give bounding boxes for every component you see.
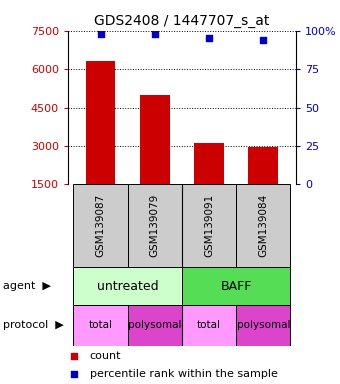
Bar [182, 305, 236, 346]
Point [71, 353, 76, 359]
Title: GDS2408 / 1447707_s_at: GDS2408 / 1447707_s_at [94, 14, 270, 28]
Text: agent  ▶: agent ▶ [3, 281, 51, 291]
Bar [182, 267, 290, 305]
Text: polysomal: polysomal [128, 320, 182, 331]
Text: GSM139079: GSM139079 [150, 194, 160, 257]
Bar [140, 95, 170, 184]
Text: GSM139091: GSM139091 [204, 194, 214, 257]
Text: protocol  ▶: protocol ▶ [3, 320, 64, 331]
Bar [236, 184, 290, 267]
Text: total: total [88, 320, 113, 331]
Bar [182, 184, 236, 267]
Bar [73, 267, 182, 305]
Text: GSM139087: GSM139087 [96, 194, 105, 257]
Bar [128, 184, 182, 267]
Point [98, 31, 103, 37]
Point [206, 35, 212, 41]
Text: untreated: untreated [97, 280, 158, 293]
Bar [73, 305, 128, 346]
Point [71, 371, 76, 377]
Text: count: count [90, 351, 121, 361]
Point [152, 31, 157, 37]
Point [260, 37, 266, 43]
Bar [86, 61, 116, 184]
Bar [248, 147, 278, 184]
Text: GSM139084: GSM139084 [258, 194, 268, 257]
Bar [236, 305, 290, 346]
Text: polysomal: polysomal [237, 320, 290, 331]
Text: total: total [197, 320, 221, 331]
Bar [128, 305, 182, 346]
Text: percentile rank within the sample: percentile rank within the sample [90, 369, 278, 379]
Bar [194, 143, 224, 184]
Bar [73, 184, 128, 267]
Text: BAFF: BAFF [220, 280, 252, 293]
